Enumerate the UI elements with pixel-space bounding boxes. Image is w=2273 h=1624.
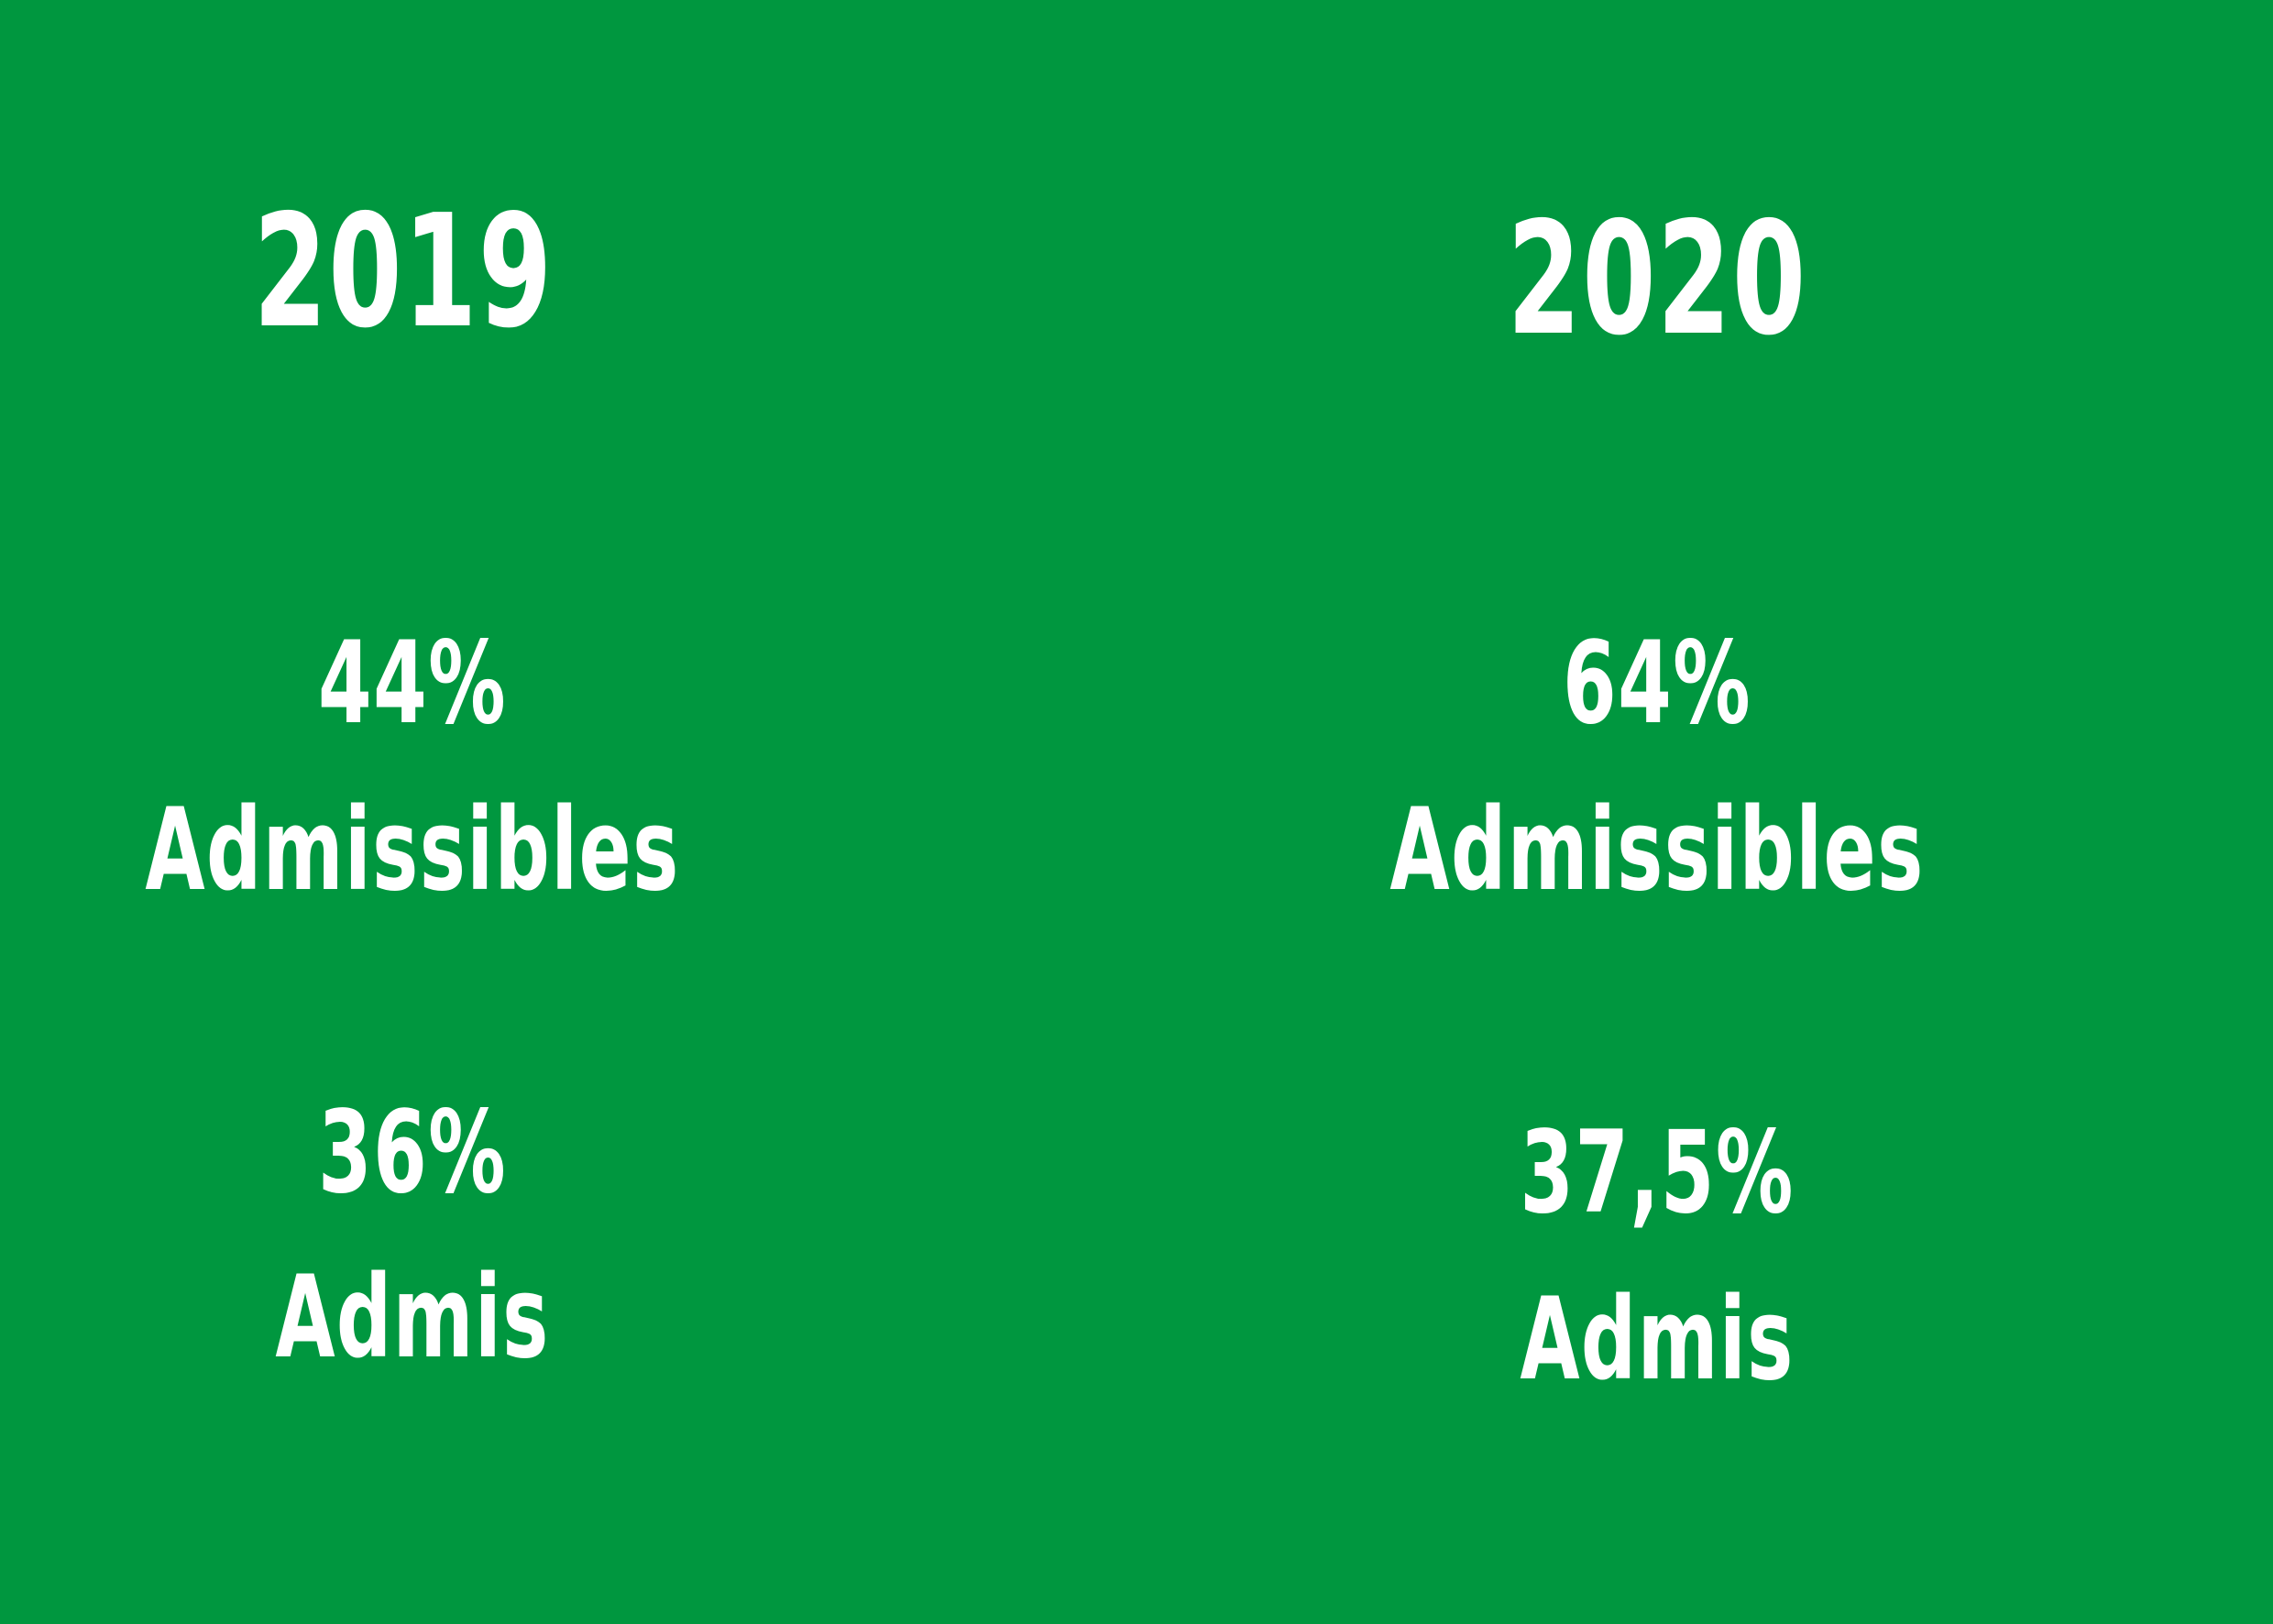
admis-percentage: 37,5% bbox=[1520, 1107, 1795, 1239]
admis-percentage: 36% bbox=[318, 1087, 507, 1219]
admissibles-percentage: 64% bbox=[1563, 618, 1751, 750]
admissibles-percentage: 44% bbox=[318, 618, 507, 750]
admis-label: Admis bbox=[1520, 1274, 1795, 1406]
admissibles-label: Admissibles bbox=[145, 785, 680, 916]
year-heading: 2020 bbox=[1507, 189, 1807, 370]
stats-column-2019: 2019 44% Admissibles 36% Admis bbox=[0, 0, 1136, 1624]
year-heading: 2019 bbox=[253, 181, 554, 363]
admissibles-label: Admissibles bbox=[1389, 785, 1925, 916]
stats-column-2020: 2020 64% Admissibles 37,5% Admis bbox=[1136, 0, 2273, 1624]
admis-label: Admis bbox=[275, 1252, 550, 1384]
